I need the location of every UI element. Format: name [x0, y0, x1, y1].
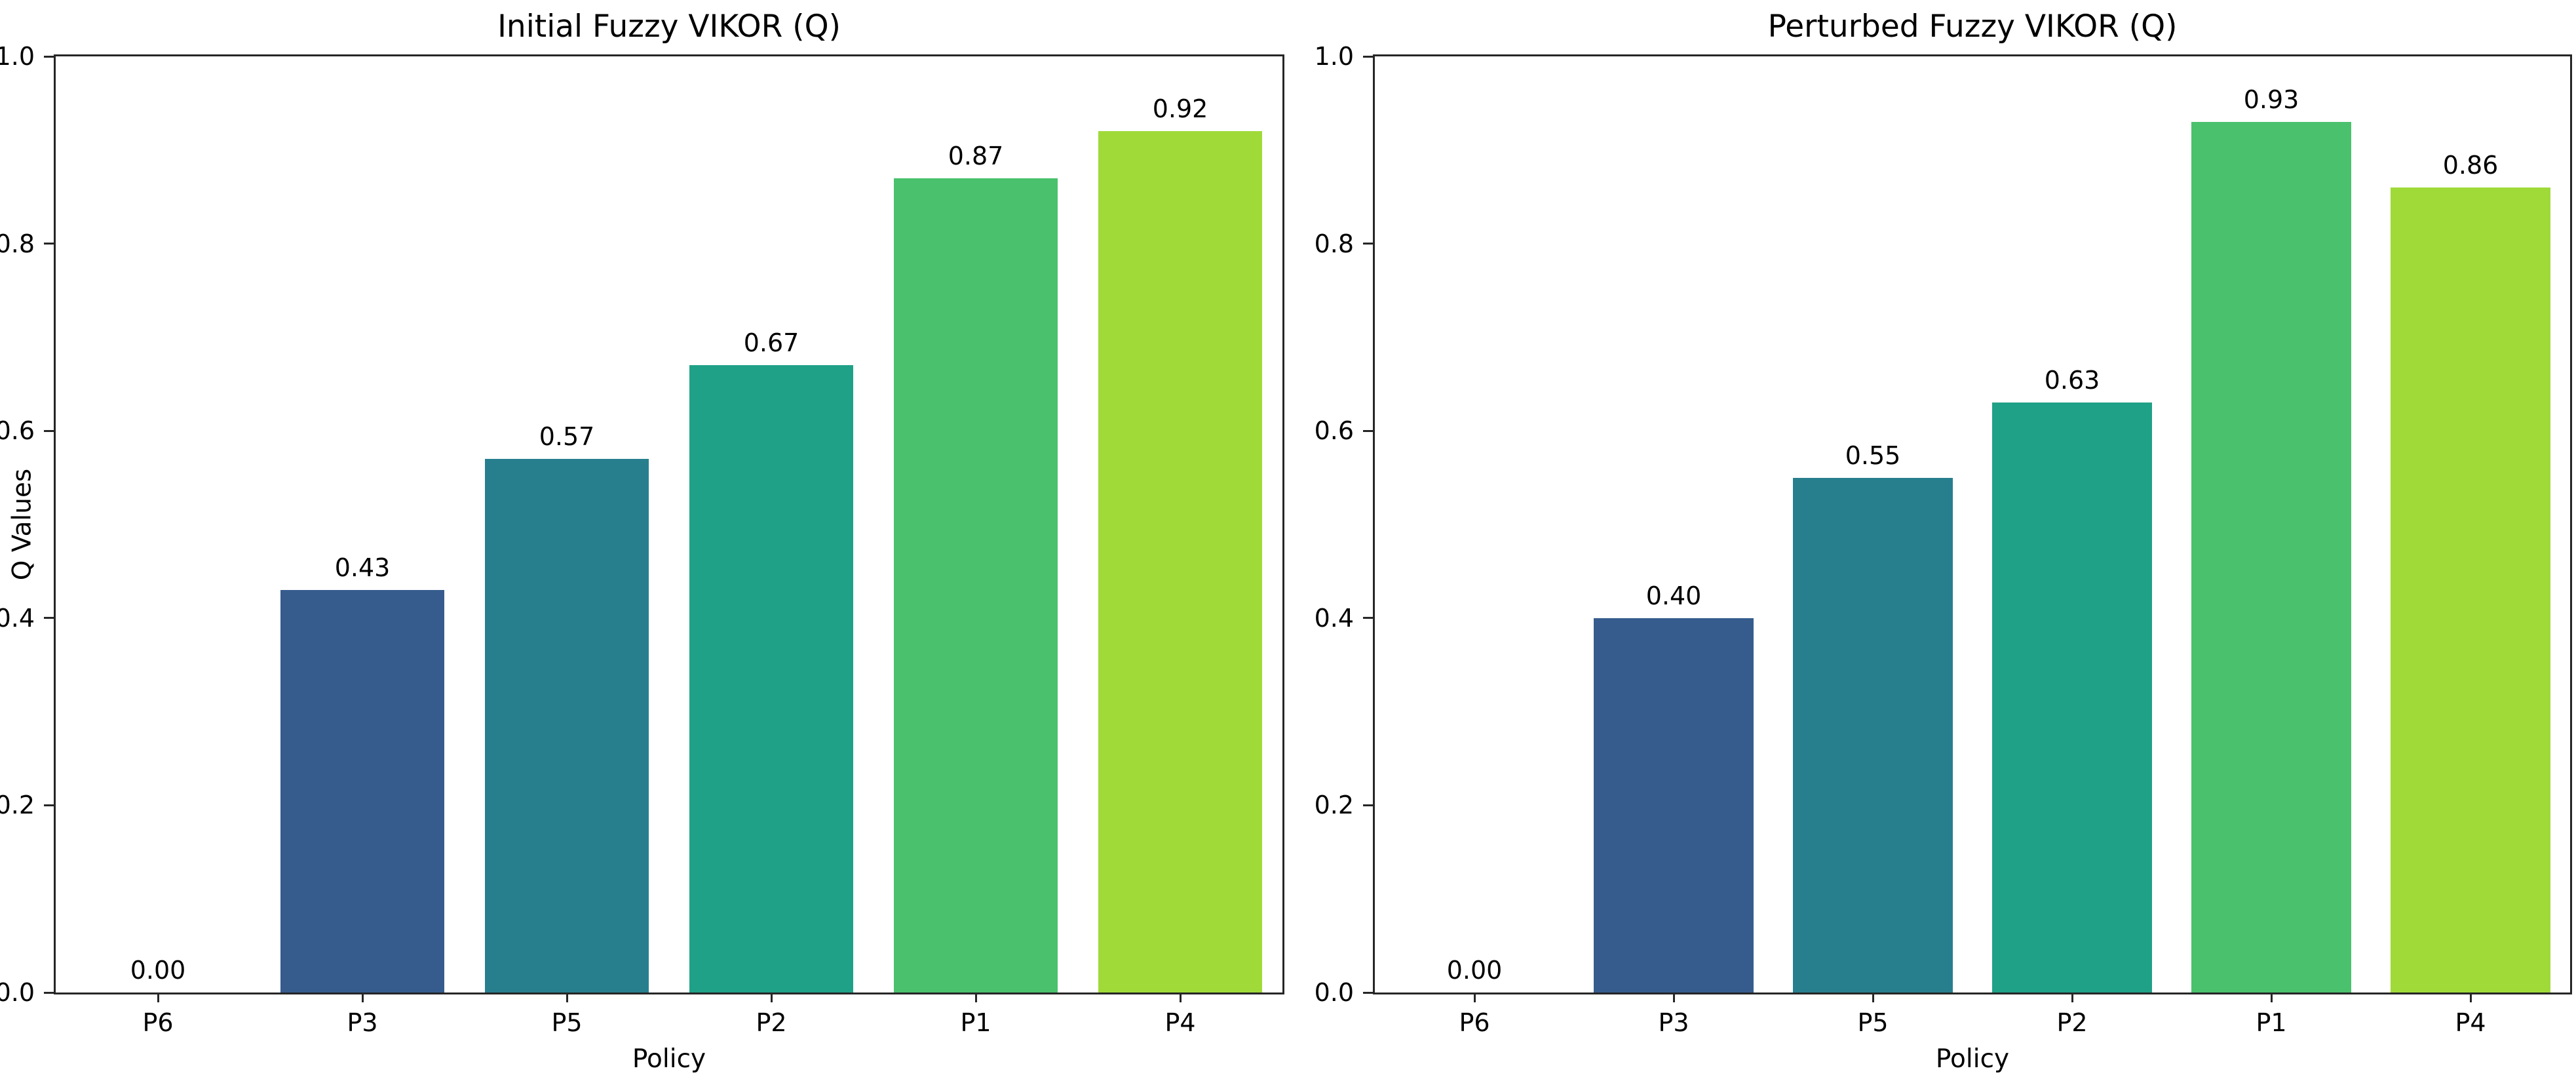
x-tick-mark [2270, 993, 2273, 1002]
y-tick-label: 0.6 [1314, 416, 1354, 446]
bar-p3 [280, 589, 444, 993]
bar-value-label: 0.00 [1446, 956, 1503, 985]
bar-p2 [689, 365, 853, 993]
bar-value-label: 0.87 [948, 141, 1004, 170]
x-tick-label: P5 [1857, 1008, 1889, 1037]
y-tick-mark [1363, 429, 1373, 432]
x-tick-mark [2469, 993, 2472, 1002]
bar-value-label: 0.57 [539, 422, 595, 452]
x-tick-label: P6 [142, 1008, 174, 1037]
bar-value-label: 0.92 [1152, 94, 1208, 124]
y-tick-mark [44, 55, 54, 58]
bar-p1 [894, 178, 1058, 993]
x-tick-label: P3 [347, 1008, 378, 1037]
bar-p1 [2191, 121, 2351, 993]
x-axis-label: Policy [1935, 1044, 2010, 1074]
chart-title: Perturbed Fuzzy VIKOR (Q) [1767, 9, 2178, 45]
y-tick-mark [1363, 243, 1373, 245]
y-tick-label: 0.8 [0, 229, 35, 258]
plot-area: 0.0 0.2 0.4 0.6 0.8 1.0 0.00 P6 0.40 P3 0.55 P5 0.63… [1315, 42, 2572, 1037]
chart-title: Initial Fuzzy VIKOR (Q) [497, 9, 841, 45]
bar-value-label: 0.00 [130, 956, 186, 985]
x-tick-mark [157, 993, 159, 1002]
x-tick-label: P2 [2056, 1008, 2088, 1037]
x-tick-mark [1473, 993, 1476, 1002]
bar-value-label: 0.43 [334, 553, 391, 582]
y-tick-label: 0.8 [1314, 229, 1354, 258]
y-tick-mark [44, 429, 54, 432]
x-tick-label: P6 [1459, 1008, 1490, 1037]
x-axis-label: Policy [632, 1044, 706, 1074]
x-tick-mark [1672, 993, 1675, 1002]
x-tick-mark [2071, 993, 2073, 1002]
x-tick-label: P1 [960, 1008, 991, 1037]
x-tick-mark [770, 993, 773, 1002]
x-tick-mark [974, 993, 977, 1002]
bar-value-label: 0.93 [2243, 85, 2299, 114]
plot-area: 0.0 0.2 0.4 0.6 0.8 1.0 0.00 P6 0.43 P3 0.57 P5 0.67… [0, 42, 1284, 1037]
y-tick-mark [44, 617, 54, 619]
x-tick-label: P5 [551, 1008, 583, 1037]
bar-p2 [1992, 403, 2152, 993]
y-tick-mark [44, 243, 54, 245]
y-tick-mark [1363, 55, 1373, 58]
bar-p4 [2391, 187, 2550, 993]
x-tick-label: P3 [1658, 1008, 1689, 1037]
y-tick-label: 0.4 [1314, 603, 1354, 633]
x-tick-label: P2 [756, 1008, 787, 1037]
x-tick-mark [566, 993, 568, 1002]
x-tick-label: P4 [1164, 1008, 1196, 1037]
y-tick-label: 0.0 [0, 978, 35, 1007]
y-tick-mark [44, 991, 54, 994]
y-tick-label: 0.6 [0, 416, 35, 446]
bar-value-label: 0.63 [2044, 366, 2100, 395]
bar-p5 [485, 459, 649, 993]
x-tick-mark [361, 993, 364, 1002]
y-tick-label: 0.2 [1314, 791, 1354, 820]
x-tick-label: P1 [2256, 1008, 2287, 1037]
y-tick-label: 0.2 [0, 791, 35, 820]
bar-value-label: 0.55 [1845, 441, 1901, 470]
y-tick-mark [1363, 804, 1373, 806]
y-tick-label: 1.0 [1314, 42, 1354, 71]
bar-p4 [1098, 131, 1262, 993]
bar-value-label: 0.40 [1645, 581, 1702, 610]
x-tick-mark [1179, 993, 1182, 1002]
bar-p3 [1594, 618, 1754, 993]
bar-p5 [1793, 477, 1953, 993]
y-tick-mark [44, 804, 54, 806]
bar-value-label: 0.86 [2442, 150, 2499, 180]
x-tick-label: P4 [2455, 1008, 2486, 1037]
y-tick-label: 1.0 [0, 42, 35, 71]
bar-value-label: 0.67 [743, 328, 799, 358]
y-tick-label: 0.4 [0, 603, 35, 633]
y-tick-label: 0.0 [1314, 978, 1354, 1007]
y-tick-mark [1363, 617, 1373, 619]
x-tick-mark [1872, 993, 1874, 1002]
y-tick-mark [1363, 991, 1373, 994]
y-axis-label: Q Values [7, 468, 37, 581]
